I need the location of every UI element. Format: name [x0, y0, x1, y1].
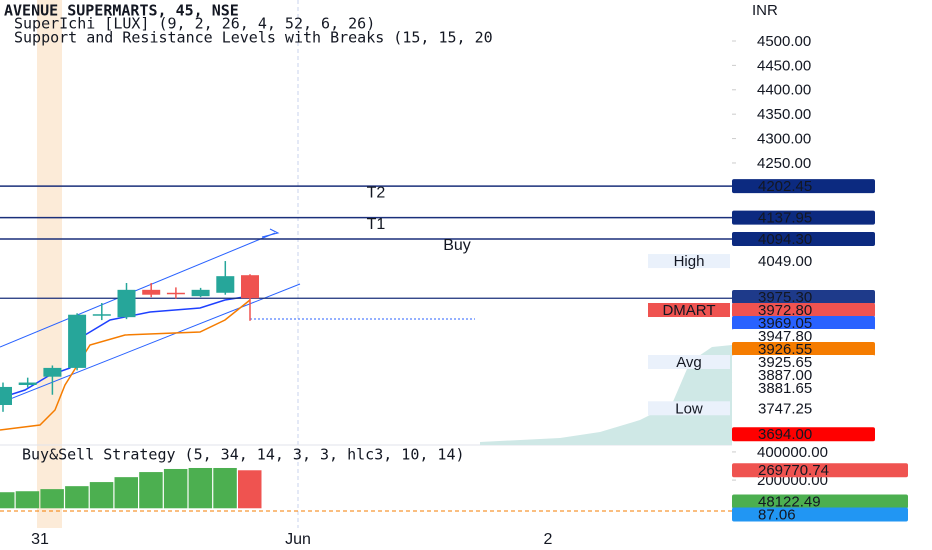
x-tick-label: 31: [31, 531, 49, 548]
candle-body: [142, 289, 161, 295]
price-tag: [732, 355, 875, 370]
price-tag: [732, 463, 908, 478]
candle-body: [18, 382, 37, 385]
bar: [213, 467, 237, 509]
price-tag: [732, 329, 875, 344]
candle-body: [68, 314, 87, 368]
level-tag: [732, 231, 875, 246]
bar: [15, 491, 40, 509]
tag-name: Avg: [676, 354, 702, 371]
price-tag-label: 4049.00: [758, 253, 812, 270]
price-tag-label: 3881.65: [758, 380, 812, 397]
candle-body: [166, 292, 185, 295]
candle-body: [216, 276, 235, 293]
level-tag: [732, 179, 875, 194]
price-tag-label: 48122.49: [758, 493, 821, 510]
price-tag-label: 3887.00: [758, 367, 812, 384]
title-clip: [730, 30, 744, 45]
y-tick-label: 4450.00: [757, 57, 811, 74]
price-tag-label: 3972.80: [758, 302, 812, 319]
lower-title: Buy&Sell Strategy (5, 34, 14, 3, 3, hlc3…: [22, 446, 465, 464]
currency: INR: [752, 2, 778, 19]
price-tag: [732, 290, 875, 305]
candle-body: [43, 367, 62, 377]
x-tick-label: Jun: [285, 531, 311, 548]
level-name: T2: [367, 184, 386, 201]
indicator-title: SuperIchi [LUX] (9, 2, 26, 4, 52, 6, 26): [14, 15, 375, 33]
bar: [89, 482, 114, 509]
y-tick-label: 4500.00: [757, 33, 811, 50]
price-tag: [732, 303, 875, 318]
y-tick-label: 4300.00: [757, 131, 811, 148]
bar: [188, 467, 213, 509]
channel-upper: [0, 232, 276, 348]
price-tag: [732, 494, 908, 509]
price-tag: [732, 254, 875, 269]
tag-name-box: [648, 303, 730, 318]
price-tag-label: 269770.74: [758, 462, 829, 479]
price-tag: [732, 427, 875, 442]
bar: [65, 486, 89, 509]
price-tag: [732, 401, 875, 416]
price-tag: [732, 507, 908, 522]
y-tick-label: 4250.00: [757, 155, 811, 172]
level-tag-label: 4137.95: [758, 210, 812, 227]
bar: [0, 492, 15, 509]
level-name: Buy: [443, 237, 471, 254]
x-tick-label: 2: [544, 531, 553, 548]
candle-body: [117, 289, 136, 318]
y-tick-label: 4400.00: [757, 82, 811, 99]
bar: [114, 477, 138, 509]
bar: [139, 472, 163, 509]
ichimoku-cloud: [480, 345, 732, 445]
bar: [40, 489, 64, 509]
price-tag: [732, 342, 875, 357]
price-tag-label: 3694.00: [758, 426, 812, 443]
tag-name-box: [648, 355, 730, 370]
candle-body: [92, 314, 111, 316]
session-highlight: [37, 0, 62, 528]
tag-name: DMART: [662, 302, 715, 319]
price-tag-label: 3969.05: [758, 315, 812, 332]
price-tag-label: 3926.55: [758, 341, 812, 358]
y-tick-label: 400000.00: [757, 444, 828, 461]
tag-name-box: [648, 254, 730, 269]
price-tag: [732, 316, 875, 331]
level-tag-label: 4202.45: [758, 178, 812, 195]
channel-arrow: [261, 228, 280, 238]
candle-body: [241, 275, 259, 299]
kijun-line: [0, 299, 251, 431]
price-tag-label: 3747.25: [758, 400, 812, 417]
tag-name-box: [648, 401, 730, 416]
tag-name: High: [674, 253, 705, 270]
level-tag: [732, 210, 875, 225]
candle-body: [191, 289, 210, 297]
price-tag-label: 3975.30: [758, 289, 812, 306]
tag-name: Low: [675, 400, 703, 417]
bar: [238, 470, 262, 509]
y-tick-label: 4350.00: [757, 106, 811, 123]
indicator-title: Support and Resistance Levels with Break…: [14, 29, 493, 47]
level-tag-label: 4094.30: [758, 231, 812, 248]
price-tag-label: 3925.65: [758, 354, 812, 371]
price-tag-label: 3947.80: [758, 328, 812, 345]
plot-background: [0, 0, 732, 528]
tenkan-line: [0, 295, 251, 399]
candle-body: [0, 386, 12, 405]
level-name: T1: [367, 216, 386, 233]
price-tag-label: 87.06: [758, 506, 796, 523]
chart-title: AVENUE SUPERMARTS, 45, NSE: [4, 2, 239, 20]
price-tag: [732, 381, 875, 396]
price-tag: [732, 368, 875, 383]
bar: [163, 468, 188, 509]
